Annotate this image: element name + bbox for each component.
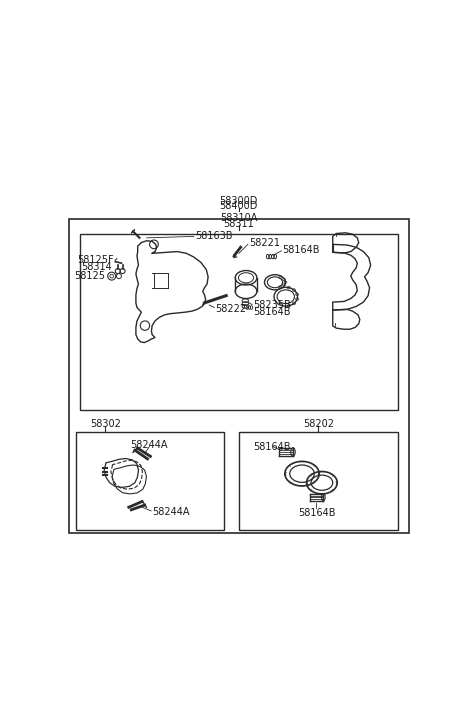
Text: 58244A: 58244A	[130, 440, 168, 450]
Text: 58163B: 58163B	[196, 231, 233, 241]
Text: 58164B: 58164B	[282, 245, 320, 254]
Text: 58400D: 58400D	[219, 201, 258, 212]
Bar	[69, 219, 409, 534]
Text: 58125F: 58125F	[78, 254, 114, 265]
Bar	[80, 233, 398, 411]
Text: 58311: 58311	[224, 219, 254, 229]
Text: 58310A: 58310A	[220, 213, 258, 223]
Text: 58164B: 58164B	[298, 508, 335, 518]
Bar	[239, 432, 398, 530]
Text: 58302: 58302	[90, 419, 121, 429]
Text: 58300D: 58300D	[219, 196, 258, 206]
Text: 58222: 58222	[215, 305, 247, 314]
Text: 58235B: 58235B	[254, 300, 291, 310]
Bar	[76, 432, 225, 530]
Text: 58314: 58314	[81, 262, 112, 272]
Text: 58221: 58221	[249, 238, 280, 247]
Text: 58202: 58202	[303, 419, 334, 429]
Text: 58164B: 58164B	[254, 307, 291, 317]
Text: 58125: 58125	[74, 271, 105, 281]
Text: 58244A: 58244A	[152, 507, 190, 518]
Text: 58164B: 58164B	[254, 441, 291, 451]
